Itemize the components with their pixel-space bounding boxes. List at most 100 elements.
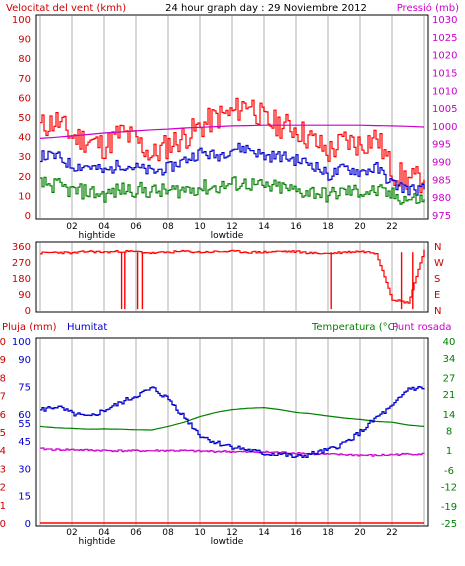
humidity-tick: 15 (18, 492, 31, 503)
pressure-tick: 1000 (432, 122, 457, 133)
wind-speed-tick: 60 (18, 93, 31, 104)
dewpoint-line (40, 447, 425, 457)
pressure-tick: 995 (432, 140, 451, 151)
rain-tick: 7 (0, 392, 6, 403)
wind-speed-label: Velocitat del vent (kmh) (6, 3, 126, 14)
pressure-tick: 1030 (432, 15, 457, 26)
temperature-ticks: 40 34 27 21 14 8 1 -6 -12 -19 -25 (441, 337, 457, 530)
hour-label: 18 (322, 222, 334, 232)
hour-label: 04 (98, 528, 110, 538)
wind-pressure-panel: Velocitat del vent (kmh) 24 hour graph d… (6, 2, 459, 241)
temperature-tick: 14 (443, 410, 456, 421)
top-hour-labels: 02 04 06 08 10 12 14 16 18 20 22 (66, 222, 397, 232)
temperature-tick: -12 (441, 483, 457, 494)
wind-speed-tick: 100 (12, 15, 31, 26)
humidity-temperature-series (39, 385, 425, 524)
dewpoint-label: Punt rosada (392, 322, 451, 333)
humidity-line (40, 385, 425, 459)
rain-tick: 8 (0, 373, 6, 384)
humidity-tick: 100 (12, 337, 31, 348)
temperature-tick: 40 (443, 337, 456, 348)
hour-label: 22 (386, 222, 397, 232)
pressure-tick: 1010 (432, 86, 457, 97)
hour-label: 08 (162, 528, 174, 538)
wind-gust-line (40, 97, 425, 194)
wind-direction-line (40, 249, 425, 304)
hour-label: 06 (130, 528, 142, 538)
hour-label: 06 (130, 222, 142, 232)
hour-label: 22 (386, 528, 397, 538)
humidity-tick: 90 (18, 355, 31, 366)
hour-label: 18 (322, 528, 334, 538)
rain-label: Pluja (mm) (2, 322, 57, 333)
pressure-tick: 980 (432, 193, 451, 204)
hour-label: 04 (98, 222, 110, 232)
pressure-tick: 975 (432, 211, 451, 222)
hour-label: 14 (258, 222, 270, 232)
wind-speed-tick: 10 (18, 191, 31, 202)
humidity-tick: 75 (18, 383, 31, 394)
direction-compass-tick: N (434, 242, 441, 253)
rain-tick: 3 (0, 464, 6, 475)
temperature-label: Temperatura (°C) (311, 322, 399, 333)
hour-label: 14 (258, 528, 270, 538)
temperature-tick: -19 (441, 502, 457, 513)
rain-tick: 9 (0, 355, 6, 366)
temperature-tick: 27 (443, 373, 456, 384)
temperature-tick: 8 (446, 427, 452, 438)
hour-label: 08 (162, 222, 174, 232)
direction-compass-tick: N (434, 306, 441, 317)
wind-speed-tick: 20 (18, 172, 31, 183)
direction-degree-tick: 0 (25, 306, 31, 317)
rain-tick: 2 (0, 483, 6, 494)
wind-speed-tick: 90 (18, 35, 31, 46)
pressure-label: Pressió (mb) (397, 2, 459, 14)
wind-pressure-series (39, 97, 425, 205)
hour-label: 02 (66, 528, 77, 538)
hour-label: 12 (226, 528, 237, 538)
rain-ticks: 109876543210 (0, 337, 6, 530)
tide-label-low: lowtide (211, 231, 244, 241)
wind-speed-tick: 80 (18, 54, 31, 65)
pressure-tick: 990 (432, 158, 451, 169)
temperature-tick: 1 (446, 446, 452, 457)
wind-speed-tick: 50 (18, 113, 31, 124)
bottom-hour-labels: 02 04 06 08 10 12 14 16 18 20 22 (66, 528, 397, 538)
humidity-tick: 55 (18, 419, 31, 430)
direction-compass-tick: W (434, 258, 444, 269)
temperature-tick: 21 (443, 390, 456, 401)
hour-label: 16 (290, 222, 302, 232)
pressure-ticks: 1030 1025 1020 1015 1010 1005 1000 995 990 985 980… (432, 15, 457, 222)
bottom-gridlines (39, 339, 425, 525)
pressure-tick: 1005 (432, 104, 457, 115)
direction-compass-tick: E (434, 290, 440, 301)
direction-degree-tick: 180 (12, 274, 31, 285)
pressure-tick: 1025 (432, 33, 457, 44)
temperature-tick: -25 (441, 519, 457, 530)
wind-average-line (40, 142, 425, 196)
humidity-tick: 45 (18, 437, 31, 448)
tide-label-high: hightide (79, 231, 116, 241)
rain-tick: 4 (0, 446, 6, 457)
direction-series (40, 249, 425, 310)
pressure-line (39, 124, 425, 139)
wind-speed-tick: 40 (18, 133, 31, 144)
tide-label-high-bottom: hightide (79, 537, 116, 547)
rain-tick: 6 (0, 410, 6, 421)
tide-label-low-bottom: lowtide (211, 537, 244, 547)
direction-degree-ticks: 360 270 180 90 0 (12, 242, 31, 317)
rain-tick: 0 (0, 519, 6, 530)
chart-title: 24 hour graph day : 29 Noviembre 2012 (165, 3, 367, 14)
wind-speed-tick: 30 (18, 152, 31, 163)
humidity-label: Humitat (67, 322, 107, 333)
hour-label: 16 (290, 528, 302, 538)
humidity-temperature-panel: Pluja (mm) Humitat Temperatura (°C) Punt… (0, 322, 457, 547)
direction-compass-tick: S (434, 274, 440, 285)
direction-degree-tick: 90 (18, 290, 31, 301)
